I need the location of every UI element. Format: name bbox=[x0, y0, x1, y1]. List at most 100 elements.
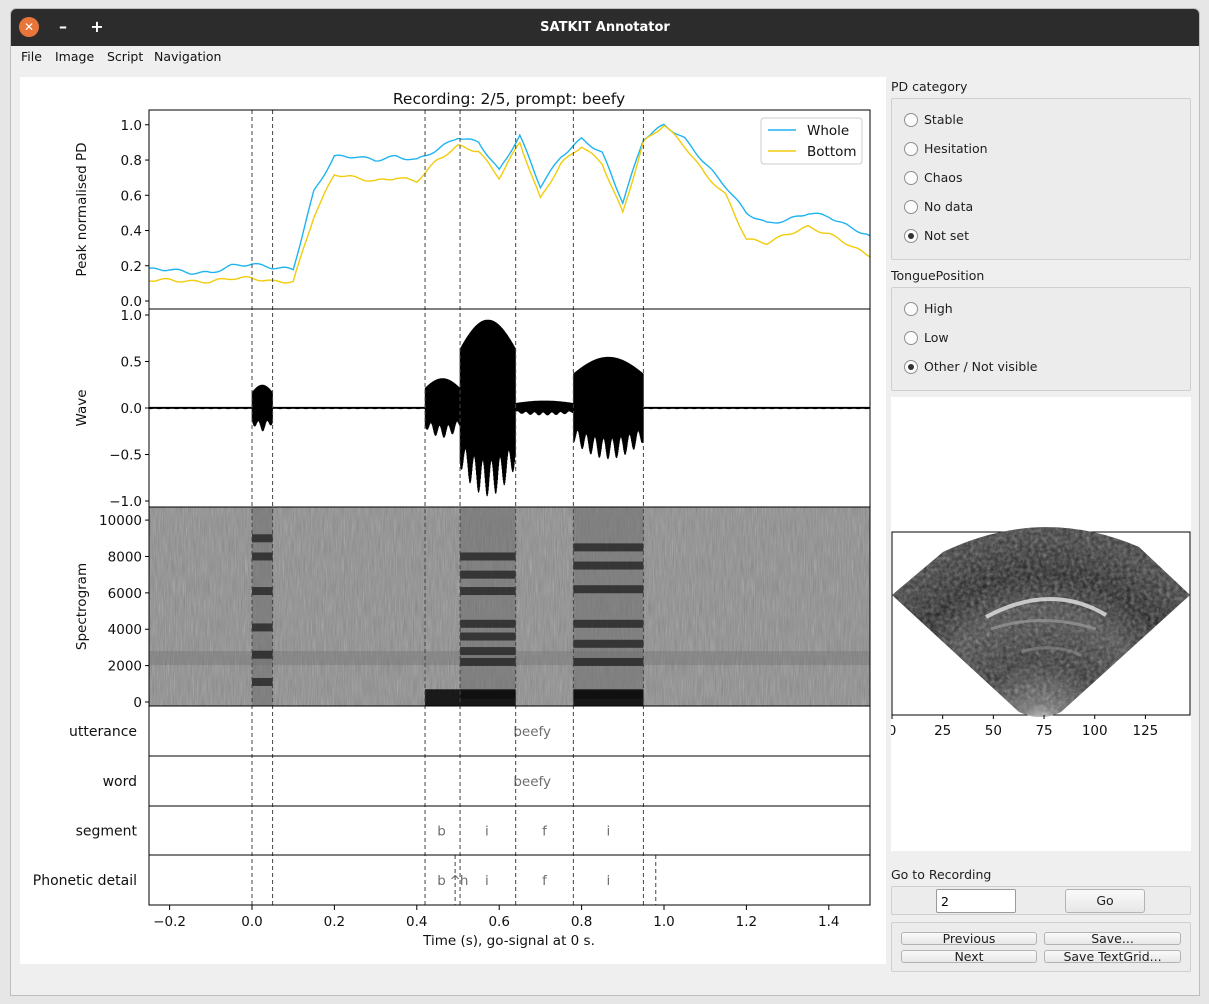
y-tick-label: 0 bbox=[133, 695, 142, 711]
radio-stable-button[interactable] bbox=[904, 113, 918, 127]
legend-whole-label: Whole bbox=[807, 123, 849, 139]
tier-label: beefy bbox=[513, 774, 551, 790]
tier-label: f bbox=[542, 824, 548, 840]
panel-frame bbox=[148, 755, 871, 807]
y-tick-label: 0.5 bbox=[121, 355, 142, 371]
tier-label: f bbox=[542, 873, 548, 889]
waveform bbox=[149, 319, 870, 497]
formant-band bbox=[252, 677, 273, 686]
right-panel: PD category Stable Hesitation Chaos No d… bbox=[888, 77, 1191, 972]
close-icon[interactable]: ✕ bbox=[19, 17, 39, 37]
y-tick-label: −1.0 bbox=[109, 494, 142, 510]
menu-file[interactable]: File bbox=[21, 49, 42, 64]
menu-image[interactable]: Image bbox=[55, 49, 95, 64]
radio-no-data-button[interactable] bbox=[904, 200, 918, 214]
save-textgrid-button[interactable]: Save TextGrid... bbox=[1044, 950, 1181, 963]
tongue-position-group: High Low Other / Not visible bbox=[891, 287, 1191, 391]
save-button[interactable]: Save... bbox=[1044, 932, 1181, 945]
spectrogram-panel bbox=[149, 507, 870, 706]
radio-low-button[interactable] bbox=[904, 331, 918, 345]
segment-boundaries bbox=[251, 110, 657, 905]
formant-band bbox=[460, 587, 516, 596]
y-tick-label: 0.0 bbox=[121, 401, 142, 417]
minimize-icon[interactable]: – bbox=[59, 17, 67, 36]
us-x-tick-label: 75 bbox=[1035, 723, 1052, 739]
formant-band bbox=[252, 552, 273, 561]
radio-chaos-label: Chaos bbox=[924, 170, 963, 185]
menu-bar: File Image Script Navigation bbox=[11, 46, 1199, 68]
navigation-group: Previous Save... Next Save TextGrid... bbox=[891, 922, 1191, 972]
wave-panel bbox=[149, 319, 870, 497]
formant-band bbox=[460, 570, 516, 579]
x-axis-label: Time (s), go-signal at 0 s. bbox=[422, 933, 595, 949]
x-tick-label: 1.4 bbox=[818, 914, 839, 930]
app-window: ✕ – + SATKIT Annotator File Image Script… bbox=[10, 8, 1200, 996]
y-tick-label: 0.8 bbox=[121, 153, 142, 169]
figure-title: Recording: 2/5, prompt: beefy bbox=[393, 90, 625, 108]
go-button[interactable]: Go bbox=[1065, 889, 1145, 913]
y-tick-label: 8000 bbox=[108, 549, 142, 565]
formant-band bbox=[573, 585, 644, 594]
maximize-icon[interactable]: + bbox=[90, 17, 104, 36]
y-tick-label: 10000 bbox=[99, 513, 142, 529]
radio-no-data-label: No data bbox=[924, 199, 974, 214]
previous-button[interactable]: Previous bbox=[901, 932, 1037, 945]
spectrogram-segment-1 bbox=[460, 507, 516, 706]
menu-script[interactable]: Script bbox=[107, 49, 144, 64]
x-tick-label: 1.0 bbox=[653, 914, 674, 930]
tier-name: utterance bbox=[69, 724, 137, 740]
x-tick-label: 0.0 bbox=[241, 914, 262, 930]
voicing-bar bbox=[425, 689, 461, 706]
pd-series-whole bbox=[149, 123, 870, 275]
x-tick-label: 1.2 bbox=[736, 914, 757, 930]
goto-title: Go to Recording bbox=[891, 867, 992, 882]
voicing-bar bbox=[573, 689, 644, 706]
y-tick-label: 0.6 bbox=[121, 188, 142, 204]
next-button[interactable]: Next bbox=[901, 950, 1037, 963]
formant-band bbox=[573, 619, 644, 628]
pd-panel bbox=[149, 123, 870, 284]
annotation-figure[interactable]: Recording: 2/5, prompt: beefy beefy utter… bbox=[20, 77, 886, 964]
y-tick-label: 6000 bbox=[108, 586, 142, 602]
tier-label: i bbox=[485, 824, 489, 840]
tier-label: i bbox=[485, 873, 489, 889]
y-tick-label: 0.0 bbox=[121, 294, 142, 310]
y-tick-label: 1.0 bbox=[121, 118, 142, 134]
title-bar: ✕ – + SATKIT Annotator bbox=[11, 9, 1199, 46]
formant-band bbox=[573, 639, 644, 648]
tier-label: h bbox=[460, 873, 469, 889]
formant-band bbox=[573, 561, 644, 570]
us-x-tick-label: 25 bbox=[934, 723, 951, 739]
tier-label: i bbox=[606, 824, 610, 840]
menu-navigation[interactable]: Navigation bbox=[154, 49, 222, 64]
formant-band bbox=[252, 534, 273, 543]
panel-frames bbox=[148, 109, 871, 906]
x-tick-label: 0.6 bbox=[488, 914, 509, 930]
radio-chaos-button[interactable] bbox=[904, 171, 918, 185]
plot-canvas[interactable]: Recording: 2/5, prompt: beefy beefy utter… bbox=[20, 77, 886, 964]
us-x-tick-label: 50 bbox=[985, 723, 1002, 739]
radio-high-label: High bbox=[924, 301, 953, 316]
tier-label: i bbox=[606, 873, 610, 889]
radio-other-button[interactable] bbox=[904, 360, 918, 374]
tier-label: b bbox=[437, 873, 446, 889]
radio-low-label: Low bbox=[924, 330, 949, 345]
radio-hesitation-button[interactable] bbox=[904, 142, 918, 156]
pd-series-bottom bbox=[149, 124, 870, 284]
y-tick-label: 0.2 bbox=[121, 259, 142, 275]
ultrasound-plot[interactable]: 0 25 50 75 100 125 bbox=[888, 397, 1191, 851]
legend-bottom-label: Bottom bbox=[807, 144, 857, 160]
y-tick-label: −0.5 bbox=[109, 448, 142, 464]
panel-frame bbox=[148, 705, 871, 757]
radio-not-set-button[interactable] bbox=[904, 229, 918, 243]
radio-other-label: Other / Not visible bbox=[924, 359, 1038, 374]
radio-high-button[interactable] bbox=[904, 302, 918, 316]
recording-number-input[interactable] bbox=[936, 889, 1016, 913]
window-title: SATKIT Annotator bbox=[540, 20, 670, 35]
ultrasound-image-panel[interactable]: 0 25 50 75 100 125 bbox=[888, 397, 1191, 851]
y-axis-label: Peak normalised PD bbox=[74, 142, 90, 276]
tier-label: b bbox=[437, 824, 446, 840]
formant-band bbox=[460, 647, 516, 656]
tier-name: segment bbox=[76, 824, 138, 840]
